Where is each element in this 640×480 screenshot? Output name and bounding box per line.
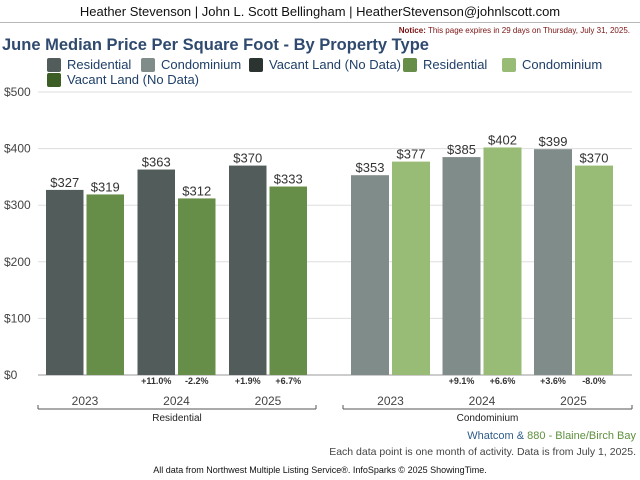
bar-condominium-2024-1: [442, 157, 481, 375]
x-tick-label: 2025: [255, 394, 282, 408]
y-tick-label: $200: [4, 255, 31, 269]
x-tick-label: 2023: [377, 394, 404, 408]
legend-swatch: [249, 57, 263, 72]
bar-residential-2023-1: [46, 189, 84, 375]
data-note: Each data point is one month of activity…: [329, 446, 636, 458]
chart-title: June Median Price Per Square Foot - By P…: [2, 36, 429, 54]
bar-residential-2024-1: [137, 169, 175, 375]
bar-condominium-2023-1: [351, 175, 389, 375]
change-label: +3.6%: [540, 376, 566, 386]
legend-swatch: [47, 57, 61, 72]
header-bar: Heather Stevenson | John L. Scott Bellin…: [0, 0, 640, 23]
legend-label: Condominium: [161, 57, 242, 72]
legend-label: Residential: [67, 57, 132, 72]
legend-item-condominium-1[interactable]: Condominium: [141, 57, 241, 72]
bar-value-label: $377: [397, 147, 426, 162]
y-tick-label: $100: [4, 311, 31, 325]
bar-value-label: $370: [233, 151, 262, 166]
y-tick-label: $400: [4, 142, 31, 156]
area-label: Whatcom & 880 - Blaine/Birch Bay: [467, 430, 636, 442]
area-submarket[interactable]: 880 - Blaine/Birch Bay: [527, 430, 636, 442]
x-tick-label: 2025: [560, 394, 587, 408]
x-tick-label: 2024: [469, 394, 496, 408]
bar-value-label: $353: [356, 160, 385, 175]
x-tick-label: 2024: [163, 394, 190, 408]
bar-condominium-2024-2: [483, 147, 522, 375]
change-label: -8.0%: [582, 376, 606, 386]
notice-label: Notice:: [398, 26, 426, 35]
x-tick-label: 2023: [72, 394, 99, 408]
y-tick-label: $300: [4, 198, 31, 212]
bar-condominium-2025-2: [575, 165, 613, 375]
legend-item-vacant-land-1[interactable]: Vacant Land (No Data): [249, 57, 401, 72]
legend-label: Residential: [423, 57, 488, 72]
y-tick-label: $500: [4, 85, 31, 99]
bar-residential-2025-1: [229, 165, 267, 375]
bar-residential-2024-2: [178, 198, 216, 375]
notice-text: This page expires in 29 days on Thursday…: [427, 26, 630, 35]
group-label: Residential: [152, 413, 201, 424]
bar-value-label: $333: [274, 172, 303, 187]
legend-swatch: [141, 57, 155, 72]
legend-label: Vacant Land (No Data): [67, 72, 199, 87]
area-separator: &: [516, 430, 525, 442]
legend-item-residential-2[interactable]: Residential: [403, 57, 487, 72]
bar-value-label: $399: [539, 134, 568, 149]
bar-value-label: $370: [580, 151, 609, 166]
bar-value-label: $312: [182, 183, 211, 198]
bar-value-label: $363: [142, 155, 171, 170]
legend-label: Condominium: [522, 57, 603, 72]
change-label: +6.7%: [275, 376, 301, 386]
group-label: Condominium: [457, 413, 519, 424]
bar-condominium-2023-2: [392, 161, 430, 375]
bar-residential-2023-2: [86, 194, 124, 375]
legend-item-residential-1[interactable]: Residential: [47, 57, 131, 72]
agent-contact-line: Heather Stevenson | John L. Scott Bellin…: [79, 4, 561, 19]
expiry-notice: Notice: This page expires in 29 days on …: [399, 26, 630, 35]
bar-residential-2025-2: [269, 186, 307, 375]
legend-swatch: [502, 57, 516, 72]
legend-item-vacant-land-2[interactable]: Vacant Land (No Data): [47, 72, 199, 87]
data-source: All data from Northwest Multiple Listing…: [153, 465, 487, 475]
change-label: +6.6%: [490, 376, 516, 386]
change-label: +9.1%: [449, 376, 475, 386]
bar-value-label: $402: [488, 132, 517, 147]
y-tick-label: $0: [4, 368, 18, 382]
change-label: +1.9%: [235, 376, 261, 386]
bar-value-label: $327: [50, 175, 79, 190]
legend-item-condominium-2[interactable]: Condominium: [502, 57, 602, 72]
change-label: -2.2%: [185, 376, 209, 386]
bar-value-label: $385: [447, 142, 476, 157]
legend-label: Vacant Land (No Data): [269, 57, 401, 72]
area-county[interactable]: Whatcom: [467, 430, 514, 442]
bar-value-label: $319: [91, 179, 120, 194]
legend-swatch: [403, 57, 417, 72]
change-label: +11.0%: [141, 376, 171, 386]
legend-swatch: [47, 72, 61, 87]
bar-condominium-2025-1: [534, 149, 572, 375]
